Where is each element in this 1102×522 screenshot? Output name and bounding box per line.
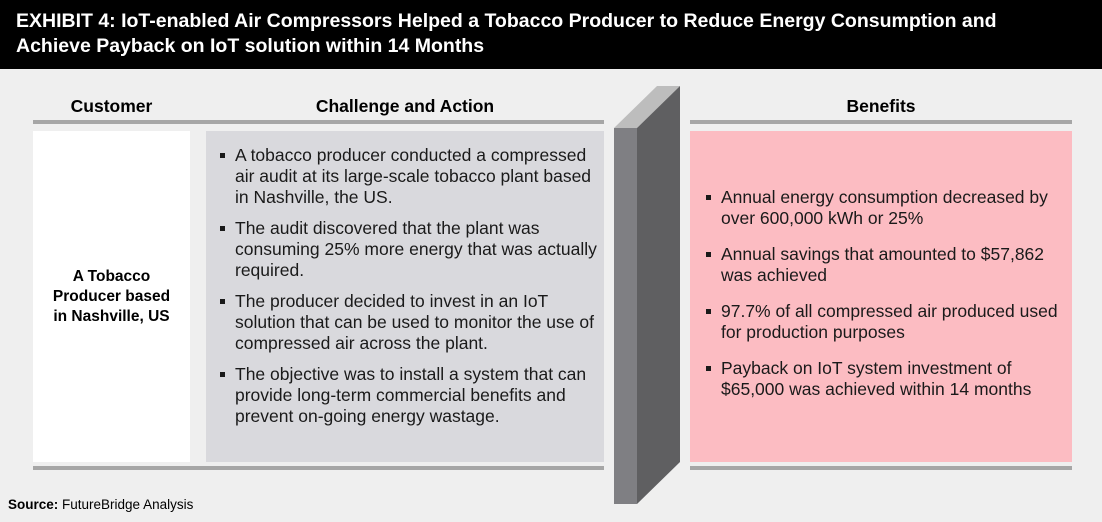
challenge-item: The objective was to install a system th… bbox=[220, 364, 604, 427]
source-label: Source: bbox=[8, 497, 59, 512]
left-bottom-rule bbox=[33, 466, 604, 470]
challenge-item: The audit discovered that the plant was … bbox=[220, 218, 604, 281]
challenge-cell: A tobacco producer conducted a compresse… bbox=[206, 131, 604, 462]
right-top-rule bbox=[690, 120, 1072, 124]
source-note: Source: FutureBridge Analysis bbox=[8, 497, 193, 512]
benefit-item: Payback on IoT system investment of $65,… bbox=[706, 358, 1072, 400]
source-text: FutureBridge Analysis bbox=[58, 497, 194, 512]
customer-column-header: Customer bbox=[70, 96, 153, 116]
left-top-rule bbox=[33, 120, 604, 124]
exhibit-title-line-1: EXHIBIT 4: IoT-enabled Air Compressors H… bbox=[16, 10, 997, 32]
divider-wall-front bbox=[614, 128, 637, 504]
challenge-item: A tobacco producer conducted a compresse… bbox=[220, 145, 604, 208]
benefit-item: Annual energy consumption decreased by o… bbox=[706, 187, 1072, 229]
divider-wall-side bbox=[637, 86, 680, 504]
right-bottom-rule bbox=[690, 466, 1072, 470]
exhibit-title-line-2: Achieve Payback on IoT solution within 1… bbox=[16, 35, 485, 57]
benefits-cell: Annual energy consumption decreased by o… bbox=[690, 131, 1072, 462]
challenge-item: The producer decided to invest in an IoT… bbox=[220, 291, 604, 354]
customer-name: A Tobacco Producer based in Nashville, U… bbox=[52, 267, 171, 325]
challenge-column-header: Challenge and Action bbox=[315, 96, 495, 116]
benefit-item: 97.7% of all compressed air produced use… bbox=[706, 301, 1072, 343]
benefits-list: Annual energy consumption decreased by o… bbox=[706, 187, 1072, 400]
benefits-column-header: Benefits bbox=[846, 96, 916, 116]
challenge-list: A tobacco producer conducted a compresse… bbox=[220, 145, 604, 427]
benefit-item: Annual savings that amounted to $57,862 … bbox=[706, 244, 1072, 286]
customer-cell: A Tobacco Producer based in Nashville, U… bbox=[33, 131, 190, 462]
divider-wall-top bbox=[614, 86, 680, 128]
exhibit-title: EXHIBIT 4: IoT-enabled Air Compressors H… bbox=[0, 0, 1102, 69]
